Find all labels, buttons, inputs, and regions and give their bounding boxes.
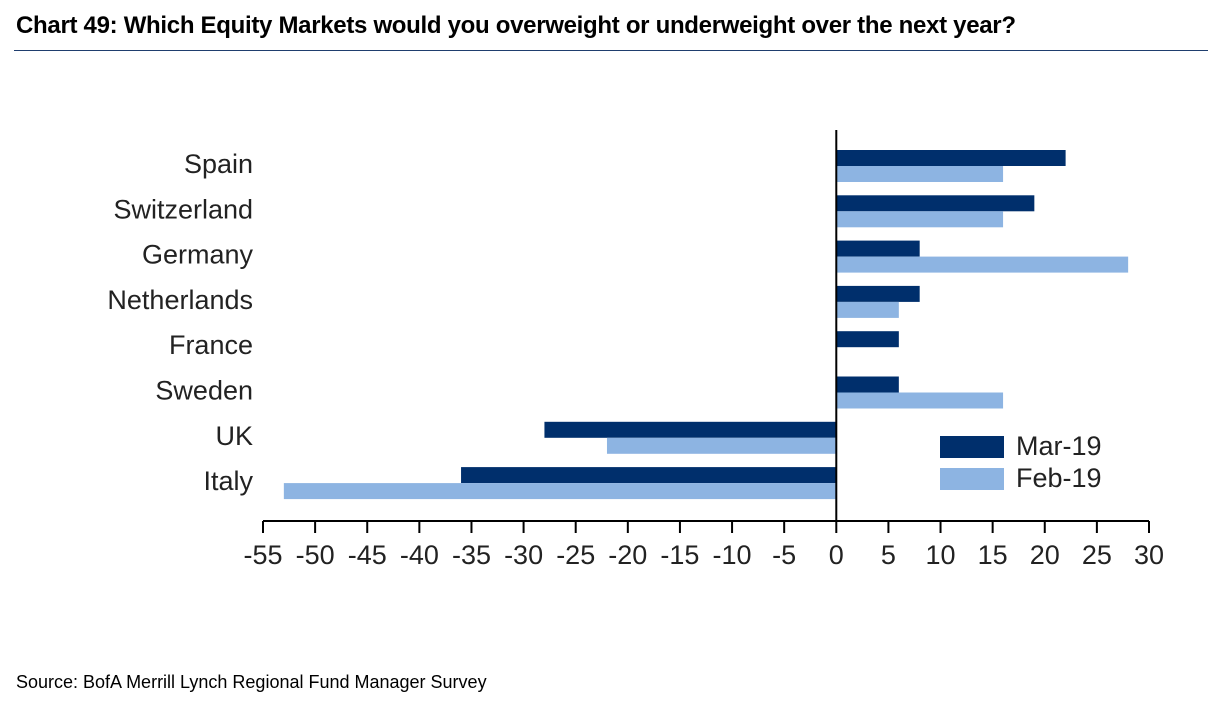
- category-label-uk: UK: [215, 421, 253, 451]
- x-tick-label: 15: [978, 540, 1008, 570]
- title-divider: [14, 50, 1208, 51]
- legend-label-mar-19: Mar-19: [1016, 431, 1102, 461]
- bar-germany-mar-19: [836, 240, 920, 257]
- bar-netherlands-mar-19: [836, 285, 920, 302]
- category-label-netherlands: Netherlands: [107, 285, 253, 315]
- x-tick-label: -40: [400, 540, 439, 570]
- x-tick-label: -25: [556, 540, 595, 570]
- bar-switzerland-feb-19: [836, 211, 1004, 228]
- bar-france-mar-19: [836, 331, 899, 348]
- category-label-france: France: [169, 330, 253, 360]
- bars-layer: [283, 150, 1129, 500]
- bar-uk-feb-19: [606, 437, 837, 454]
- bar-germany-feb-19: [836, 256, 1129, 273]
- bar-italy-mar-19: [461, 467, 837, 484]
- category-labels: Spain Switzerland Germany Netherlands France…: [107, 149, 253, 496]
- x-tick-label: 0: [829, 540, 844, 570]
- category-label-switzerland: Switzerland: [113, 194, 253, 224]
- x-tick-label: -45: [348, 540, 387, 570]
- x-tick-label: 10: [926, 540, 956, 570]
- tick-labels: -55 -50 -45 -40 -35 -30 -25 -20 -15 -10 -5 0 5 10 15 20…: [243, 540, 1164, 570]
- x-tick-label: 30: [1134, 540, 1164, 570]
- legend-label-feb-19: Feb-19: [1016, 463, 1102, 493]
- x-tick-label: -5: [772, 540, 796, 570]
- x-tick-label: 20: [1030, 540, 1060, 570]
- category-label-spain: Spain: [184, 149, 253, 179]
- category-label-italy: Italy: [203, 466, 253, 496]
- x-tick-label: -35: [452, 540, 491, 570]
- bar-spain-mar-19: [836, 150, 1066, 166]
- chart-title: Chart 49: Which Equity Markets would you…: [16, 12, 1016, 39]
- bar-spain-feb-19: [836, 166, 1004, 182]
- x-tick-label: -15: [660, 540, 699, 570]
- category-label-germany: Germany: [142, 240, 254, 270]
- legend-swatch-feb-19: [940, 468, 1004, 490]
- x-tick-label: -20: [608, 540, 647, 570]
- bar-sweden-mar-19: [836, 376, 899, 393]
- x-tick-label: -50: [296, 540, 335, 570]
- category-label-sweden: Sweden: [155, 376, 253, 406]
- x-tick-label: -30: [504, 540, 543, 570]
- bar-switzerland-mar-19: [836, 195, 1035, 212]
- x-tick-label: -55: [243, 540, 282, 570]
- bar-sweden-feb-19: [836, 392, 1004, 409]
- x-tick-label: -10: [713, 540, 752, 570]
- bar-netherlands-feb-19: [836, 301, 899, 318]
- bar-uk-mar-19: [544, 421, 837, 438]
- source-note: Source: BofA Merrill Lynch Regional Fund…: [16, 672, 487, 692]
- x-tick-label: 25: [1082, 540, 1112, 570]
- legend-swatch-mar-19: [940, 436, 1004, 458]
- axes-layer: [262, 130, 1150, 533]
- bar-italy-feb-19: [283, 483, 837, 500]
- x-tick-label: 5: [881, 540, 896, 570]
